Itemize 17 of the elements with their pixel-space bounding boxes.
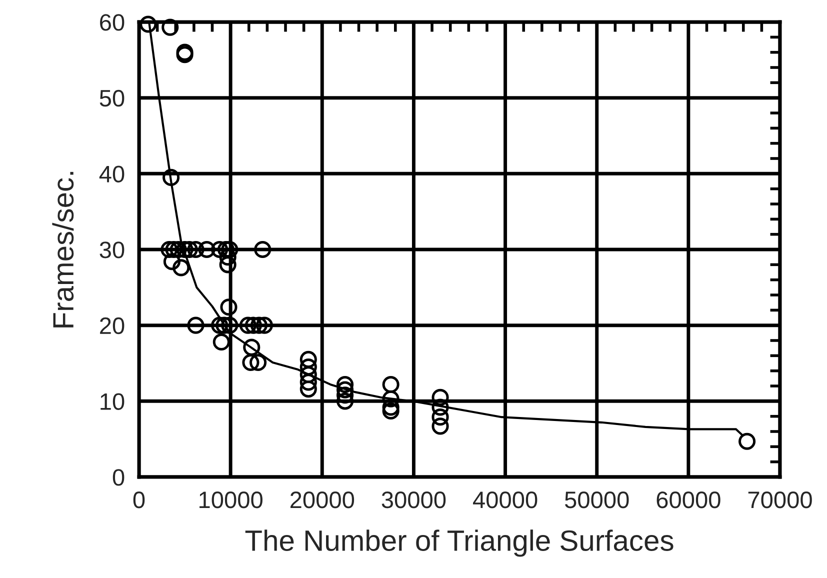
x-tick-label: 10000 bbox=[200, 492, 262, 508]
x-tick-label: 70000 bbox=[748, 492, 812, 508]
x-tick-label: 20000 bbox=[290, 492, 354, 508]
x-axis-title: The Number of Triangle Surfaces bbox=[245, 530, 674, 557]
y-tick-label: 0 bbox=[112, 469, 124, 486]
y-tick-label: 30 bbox=[100, 242, 124, 258]
y-tick-label: 10 bbox=[100, 393, 124, 410]
x-tick-label: 50000 bbox=[564, 492, 629, 508]
y-axis-title: Frames/sec. bbox=[52, 172, 74, 328]
x-tick-label: 40000 bbox=[473, 492, 538, 508]
y-tick-label: 50 bbox=[100, 90, 124, 107]
x-tick-label: 60000 bbox=[656, 492, 720, 508]
y-tick-label: 60 bbox=[100, 14, 124, 31]
y-tick-label: 40 bbox=[99, 166, 124, 182]
y-tick-label: 20 bbox=[100, 317, 124, 334]
x-tick-label: 0 bbox=[133, 492, 145, 508]
x-tick-label: 30000 bbox=[382, 492, 446, 508]
